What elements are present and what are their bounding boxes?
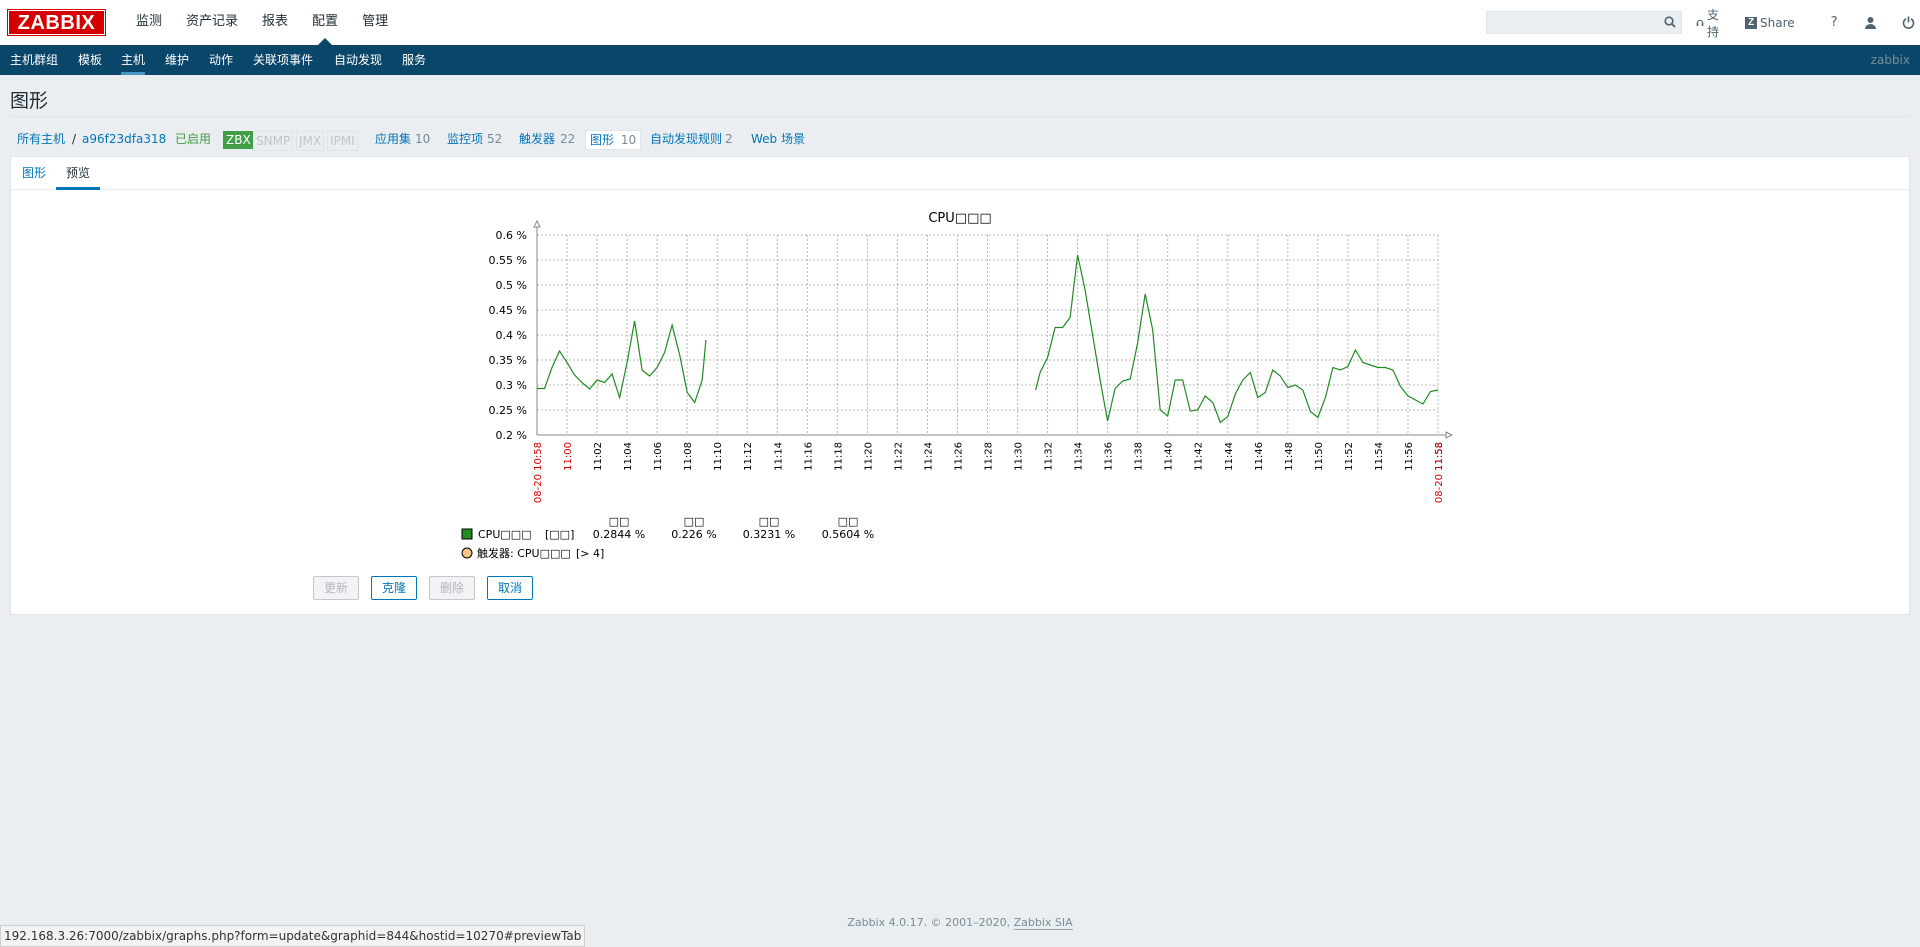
submenu-maintenance[interactable]: 维护 xyxy=(165,53,190,67)
zabbix-logo[interactable]: ZABBIX xyxy=(7,9,106,36)
profile-link[interactable] xyxy=(1864,16,1880,29)
jmx-availability-badge: JMX xyxy=(296,131,325,151)
browser-status-url: 192.168.3.26:7000/zabbix/graphs.php?form… xyxy=(0,925,586,947)
host-link[interactable]: a96f23dfa318 xyxy=(82,132,167,146)
graph-form-panel: 图形 预览 xyxy=(10,156,1910,615)
share-label: Share xyxy=(1760,15,1795,30)
share-link[interactable]: Z Share xyxy=(1745,16,1795,30)
web-scenarios-link[interactable]: Web 场景 xyxy=(751,132,805,146)
menu-monitoring[interactable]: 监测 xyxy=(136,14,163,29)
tab-preview[interactable]: 预览 xyxy=(55,157,101,190)
submenu-templates[interactable]: 模板 xyxy=(78,53,103,67)
submenu-discovery[interactable]: 自动发现 xyxy=(334,53,383,67)
breadcrumb-separator: / xyxy=(72,132,77,146)
menu-reports[interactable]: 报表 xyxy=(262,14,289,29)
tab-graph[interactable]: 图形 xyxy=(22,166,47,180)
delete-button[interactable]: 删除 xyxy=(429,576,476,600)
applications-link[interactable]: 应用集 xyxy=(375,132,412,146)
search-icon[interactable] xyxy=(1664,16,1676,28)
help-icon: ? xyxy=(1830,15,1838,30)
items-count: 52 xyxy=(487,132,503,146)
top-bar: ZABBIX 监测 资产记录 报表 配置 管理 支持 Z Share ? xyxy=(0,0,1920,45)
triggers-count: 22 xyxy=(560,132,576,146)
triggers-link[interactable]: 触发器 xyxy=(519,132,556,146)
help-link[interactable]: ? xyxy=(1831,15,1838,30)
graphs-current: 图形 10 xyxy=(585,130,642,150)
submenu-actions[interactable]: 动作 xyxy=(209,53,234,67)
menu-configuration[interactable]: 配置 xyxy=(300,0,350,45)
title-divider xyxy=(10,116,1910,117)
discovery-rules-link[interactable]: 自动发现规则 xyxy=(650,132,723,146)
applications-count: 10 xyxy=(415,132,431,146)
page-title: 图形 xyxy=(10,90,49,112)
cancel-button[interactable]: 取消 xyxy=(487,576,534,600)
current-user: zabbix xyxy=(1870,53,1910,67)
submenu-host-groups[interactable]: 主机群组 xyxy=(10,53,59,67)
zabbix-share-icon: Z xyxy=(1745,16,1758,29)
update-button[interactable]: 更新 xyxy=(313,576,360,600)
search-input[interactable] xyxy=(1486,11,1682,34)
zbx-availability-badge: ZBX xyxy=(223,131,254,149)
graphs-link[interactable]: 图形 xyxy=(590,133,615,147)
logout-link[interactable] xyxy=(1902,16,1918,29)
power-icon xyxy=(1902,16,1914,29)
footer: Zabbix 4.0.17. © 2001–2020, Zabbix SIA xyxy=(0,916,1920,930)
zabbix-sia-link[interactable]: Zabbix SIA xyxy=(1013,916,1073,930)
support-label: 支持 xyxy=(1707,7,1720,39)
sub-menu: 主机群组 模板 主机 维护 动作 关联项事件 自动发现 服务 zabbix xyxy=(0,45,1920,75)
submenu-hosts[interactable]: 主机 xyxy=(121,45,146,75)
snmp-availability-badge: SNMP xyxy=(253,131,294,151)
headset-icon xyxy=(1696,19,1704,26)
all-hosts-link[interactable]: 所有主机 xyxy=(17,132,66,146)
discovery-rules-count: 2 xyxy=(725,132,733,146)
main-menu: 监测 资产记录 报表 配置 管理 xyxy=(124,0,400,45)
clone-button[interactable]: 克隆 xyxy=(371,576,418,600)
user-icon xyxy=(1864,17,1876,29)
menu-administration[interactable]: 管理 xyxy=(362,14,389,29)
menu-inventory[interactable]: 资产记录 xyxy=(186,14,239,29)
items-link[interactable]: 监控项 xyxy=(447,132,484,146)
submenu-services[interactable]: 服务 xyxy=(402,53,427,67)
graphs-count: 10 xyxy=(620,133,637,147)
support-link[interactable]: 支持 xyxy=(1696,6,1723,40)
submenu-correlation[interactable]: 关联项事件 xyxy=(253,53,314,67)
form-tabs: 图形 预览 xyxy=(11,157,1909,190)
top-links: 支持 Z Share ? xyxy=(1696,0,1920,45)
ipmi-availability-badge: IPMI xyxy=(327,131,358,151)
footer-text: Zabbix 4.0.17. © 2001–2020, xyxy=(847,916,1014,929)
host-status-enabled[interactable]: 已启用 xyxy=(175,132,212,146)
